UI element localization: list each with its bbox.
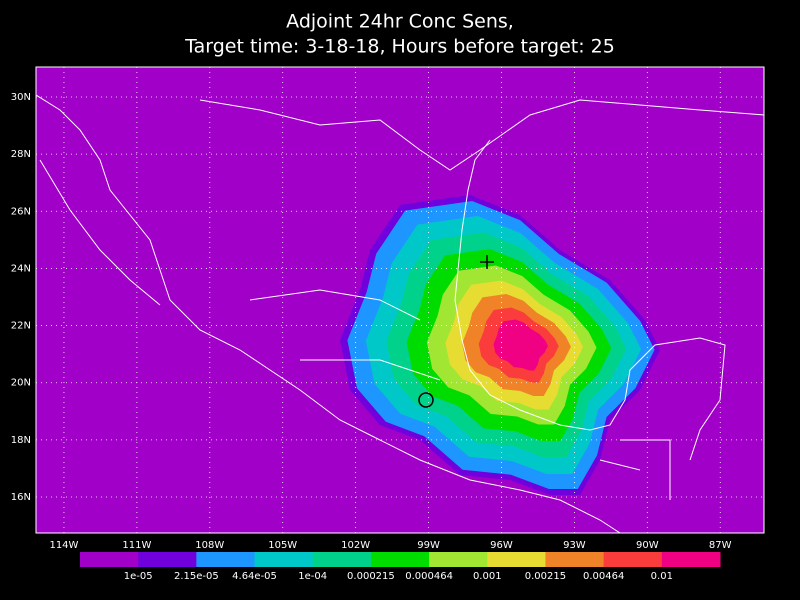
target-marker [480,255,494,269]
x-tick-label: 96W [490,540,513,551]
y-tick-label: 18N [11,435,31,446]
y-tick-label: 30N [11,92,31,103]
frame [35,66,765,534]
x-tick-label: 99W [417,540,440,551]
colorbar-swatch [545,552,605,567]
colorbar-swatch [603,552,663,567]
x-tick-label: 90W [636,540,659,551]
coastlines [36,94,764,533]
markers [418,255,494,408]
colorbar-label: 2.15e-05 [174,571,219,582]
x-tick-label: 87W [709,540,732,551]
colorbar-swatch [80,552,139,567]
x-tick-label: 105W [268,540,297,551]
x-tick-label: 93W [563,540,586,551]
colorbar-label: 1e-05 [124,571,153,582]
colorbar-swatch [138,552,197,567]
y-tick-label: 26N [11,206,31,217]
title-line: Target time: 3-18-18, Hours before targe… [184,36,615,58]
colorbar-swatch [370,552,430,567]
colorbar-swatch [487,552,546,567]
colorbar-swatch [254,552,314,567]
y-tick-label: 16N [11,492,31,503]
colorbar-swatch [661,552,721,567]
y-tick-label: 24N [11,263,31,274]
contours [340,195,660,495]
colorbar-label: 0.000215 [347,571,395,582]
grid: 114W 111W 108W 105W 102W 99W 96W 93W 90W 87W 16N 18… [11,67,764,551]
colorbar-swatch [429,552,488,567]
colorbar-swatch [312,552,372,567]
colorbar-label: 0.00215 [525,571,566,582]
colorbar-label: 4.64e-05 [232,571,277,582]
baja-coast [39,159,161,306]
pacific-coast [36,94,621,533]
gulf-coast [454,139,726,461]
title-line: Adjoint 24hr Conc Sens, [286,11,514,33]
y-tick-label: 28N [11,149,31,160]
colorbar-label: 0.00464 [583,571,624,582]
x-tick-label: 114W [49,540,78,551]
borders [249,289,671,500]
source-marker [418,392,434,408]
x-tick-label: 111W [122,540,151,551]
colorbar: 1e-05 2.15e-05 4.64e-05 1e-04 0.000215 0.0004… [80,552,721,582]
colorbar-swatch [196,552,256,567]
colorbar-label: 0.000464 [405,571,453,582]
x-tick-label: 108W [195,540,224,551]
y-tick-label: 20N [11,378,31,389]
us-border [199,99,764,171]
contour-level [493,319,548,371]
colorbar-label: 1e-04 [298,571,327,582]
x-tick-label: 102W [341,540,370,551]
y-tick-label: 22N [11,321,31,332]
colorbar-label: 0.01 [651,571,673,582]
colorbar-label: 0.001 [473,571,502,582]
